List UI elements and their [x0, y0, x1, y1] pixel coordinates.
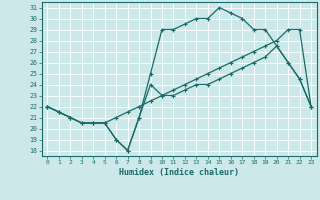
X-axis label: Humidex (Indice chaleur): Humidex (Indice chaleur): [119, 168, 239, 177]
